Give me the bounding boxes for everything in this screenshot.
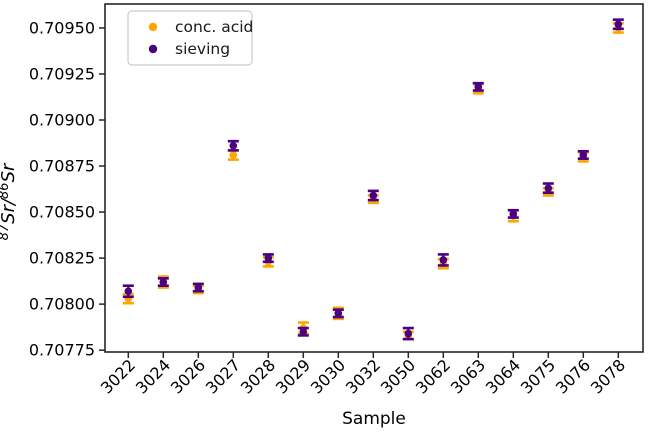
- y-tick-label: 0.70925: [29, 64, 95, 83]
- data-point: [439, 256, 448, 264]
- y-tick-label: 0.70900: [29, 111, 95, 130]
- data-point: [124, 287, 133, 296]
- legend-marker: [148, 44, 158, 54]
- x-tick-label: 3050: [377, 355, 419, 397]
- legend-label: sieving: [175, 40, 230, 58]
- x-tick-label: 3028: [237, 355, 279, 397]
- y-tick-label: 0.70775: [29, 341, 95, 360]
- y-tick-label: 0.70850: [29, 203, 95, 222]
- x-tick-label: 3063: [447, 355, 489, 397]
- x-tick-label: 3022: [97, 355, 139, 397]
- x-tick-label: 3032: [342, 355, 384, 397]
- x-tick-label: 3026: [167, 355, 209, 397]
- data-point: [474, 83, 483, 91]
- data-point: [509, 210, 518, 218]
- legend-label: conc. acid: [175, 18, 253, 36]
- y-tick-label: 0.70825: [29, 249, 95, 268]
- y-tick-label: 0.70800: [29, 295, 95, 314]
- data-point: [544, 184, 553, 192]
- x-tick-label: 3064: [482, 355, 524, 397]
- x-tick-label: 3029: [272, 355, 314, 397]
- data-point: [404, 329, 413, 338]
- y-tick-label: 0.70950: [29, 18, 95, 37]
- data-point: [264, 254, 273, 262]
- x-tick-label: 3030: [307, 355, 349, 397]
- x-tick-label: 3078: [587, 355, 629, 397]
- series-sieving: [122, 18, 624, 341]
- x-tick-label: 3027: [202, 355, 244, 397]
- data-point: [299, 327, 308, 336]
- data-point: [194, 283, 203, 292]
- x-tick-label: 3062: [412, 355, 454, 397]
- legend-box: [127, 10, 253, 66]
- data-point: [614, 20, 623, 29]
- data-point: [229, 141, 238, 150]
- data-point: [579, 151, 588, 159]
- data-point: [369, 191, 378, 200]
- data-point: [159, 278, 168, 286]
- x-tick-label: 3024: [132, 355, 174, 397]
- y-tick-label: 0.70875: [29, 157, 95, 176]
- x-tick-label: 3076: [552, 355, 594, 397]
- data-point: [334, 309, 343, 318]
- x-axis-label: Sample: [342, 409, 406, 429]
- data-point: [229, 151, 238, 159]
- x-tick-label: 3075: [517, 355, 559, 397]
- legend-marker: [148, 22, 158, 32]
- legend: conc. acid sieving: [127, 10, 253, 66]
- y-axis-label: 87Sr/86Sr: [0, 162, 19, 240]
